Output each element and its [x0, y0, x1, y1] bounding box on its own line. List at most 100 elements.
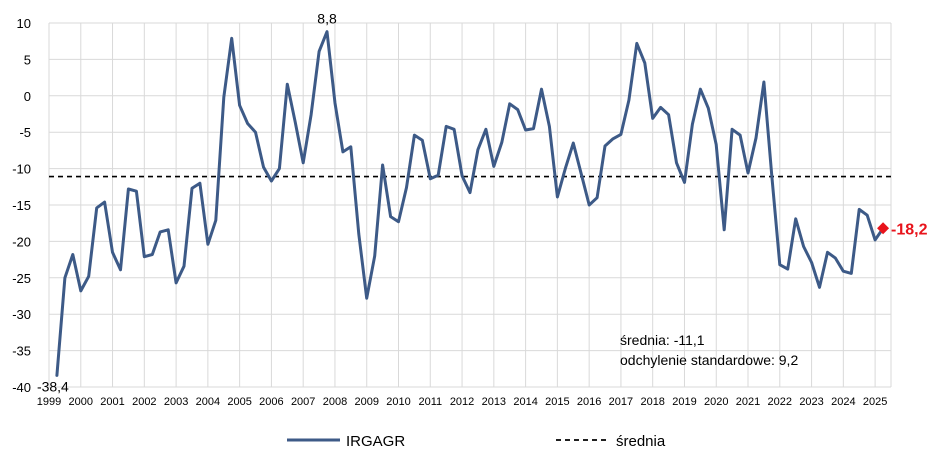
irgagr-data-point — [223, 96, 225, 99]
irgagr-data-point — [405, 186, 408, 189]
y-tick-label: -5 — [19, 125, 31, 140]
grid-lines — [48, 22, 892, 388]
std-annotation: odchylenie standardowe: 9,2 — [620, 352, 798, 368]
irgagr-data-point — [230, 37, 233, 40]
irgagr-data-point — [445, 125, 448, 128]
last-value-marker — [877, 222, 890, 235]
irgagr-data-point — [667, 113, 670, 116]
x-tick-label: 2020 — [704, 396, 728, 408]
irgagr-data-point — [350, 146, 352, 148]
y-tick-label: 10 — [17, 16, 31, 31]
irgagr-data-point — [628, 99, 630, 101]
irgagr-data-point — [453, 128, 455, 131]
legend-mean-label: średnia — [616, 433, 666, 450]
irgagr-data-point — [644, 62, 646, 64]
x-tick-label: 2024 — [831, 396, 855, 408]
irgagr-data-point — [747, 172, 749, 174]
irgagr-data-point — [127, 188, 130, 190]
irgagr-data-point — [659, 106, 662, 109]
min-value-label: -38,4 — [37, 378, 69, 394]
irgagr-data-point — [159, 231, 161, 233]
y-tick-label: -35 — [12, 344, 31, 359]
x-tick-label: 2006 — [259, 396, 283, 408]
y-tick-label: -25 — [12, 271, 31, 286]
irgagr-data-point — [636, 42, 638, 45]
irgagr-data-point — [731, 128, 733, 131]
y-axis-ticks: 10 5 0 -5 -10 -15 -20 -25 -30 -35 -40 — [12, 16, 31, 395]
x-tick-label: 2003 — [164, 396, 188, 408]
irgagr-data-point — [286, 83, 289, 85]
x-tick-label: 2016 — [577, 396, 601, 408]
irgagr-data-point — [207, 243, 209, 246]
irgagr-data-point — [588, 204, 590, 206]
irgagr-data-point — [556, 196, 559, 198]
irgagr-data-point — [786, 268, 789, 270]
legend: IRGAGR średnia — [287, 433, 666, 450]
x-tick-label: 2001 — [100, 396, 124, 408]
irgagr-data-point — [691, 123, 694, 125]
last-value-label: -18,2 — [891, 221, 928, 238]
irgagr-data-point — [381, 164, 384, 166]
irgagr-data-point — [302, 162, 305, 164]
irgagr-data-point — [238, 104, 241, 107]
x-tick-label: 2000 — [69, 396, 93, 408]
irgagr-series-line — [55, 30, 885, 377]
irgagr-data-point — [397, 220, 400, 223]
irgagr-data-point — [469, 191, 471, 194]
irgagr-data-point — [429, 178, 432, 180]
x-tick-label: 2023 — [799, 396, 823, 408]
x-tick-label: 2002 — [132, 396, 156, 408]
irgagr-series-points — [56, 30, 884, 377]
irgagr-data-point — [80, 290, 82, 292]
irgagr-data-point — [278, 167, 281, 170]
irgagr-data-point — [564, 167, 567, 170]
irgagr-data-point — [334, 102, 336, 104]
irgagr-data-point — [373, 255, 376, 257]
irgagr-data-point — [421, 139, 424, 141]
y-tick-label: -20 — [12, 234, 31, 249]
x-tick-label: 2022 — [768, 396, 792, 408]
irgagr-data-point — [516, 108, 519, 111]
irgagr-data-point — [119, 269, 122, 271]
irgagr-data-point — [167, 229, 169, 231]
irgagr-data-point — [87, 275, 90, 278]
irgagr-data-point — [802, 245, 805, 248]
irgagr-data-point — [135, 190, 138, 192]
irgagr-data-point — [834, 257, 837, 259]
irgagr-data-point — [572, 142, 575, 144]
irgagr-data-point — [874, 239, 876, 241]
irgagr-data-point — [707, 107, 710, 109]
irgagr-data-point — [183, 265, 185, 268]
irgagr-data-point — [477, 148, 479, 151]
irgagr-data-point — [818, 286, 821, 289]
irgagr-data-point — [723, 229, 725, 231]
irgagr-data-point — [294, 121, 297, 123]
irgagr-data-point — [604, 145, 606, 147]
irgagr-data-point — [858, 208, 860, 211]
irgagr-data-point — [56, 374, 58, 377]
y-tick-label: 5 — [24, 52, 31, 67]
x-tick-label: 2025 — [863, 396, 887, 408]
legend-irgagr-label: IRGAGR — [346, 433, 405, 450]
max-value-label: 8,8 — [317, 11, 337, 27]
irgagr-data-point — [771, 175, 773, 177]
irgagr-data-point — [342, 151, 344, 153]
irgagr-data-point — [199, 182, 201, 184]
x-tick-label: 2018 — [640, 396, 664, 408]
irgagr-data-point — [842, 270, 845, 273]
irgagr-data-point — [548, 125, 551, 128]
irgagr-data-point — [493, 165, 495, 168]
irgagr-data-point — [151, 253, 154, 256]
irgagr-data-point — [683, 181, 686, 184]
x-tick-label: 2007 — [291, 396, 315, 408]
x-tick-label: 1999 — [37, 396, 61, 408]
irgagr-data-point — [270, 180, 273, 182]
irgagr-data-point — [72, 253, 74, 256]
irgagr-data-point — [215, 219, 217, 222]
irgagr-data-point — [143, 255, 146, 258]
irgagr-data-point — [95, 207, 98, 209]
irgagr-data-point — [532, 127, 535, 130]
x-tick-label: 2017 — [609, 396, 633, 408]
irgagr-data-point — [246, 122, 249, 125]
